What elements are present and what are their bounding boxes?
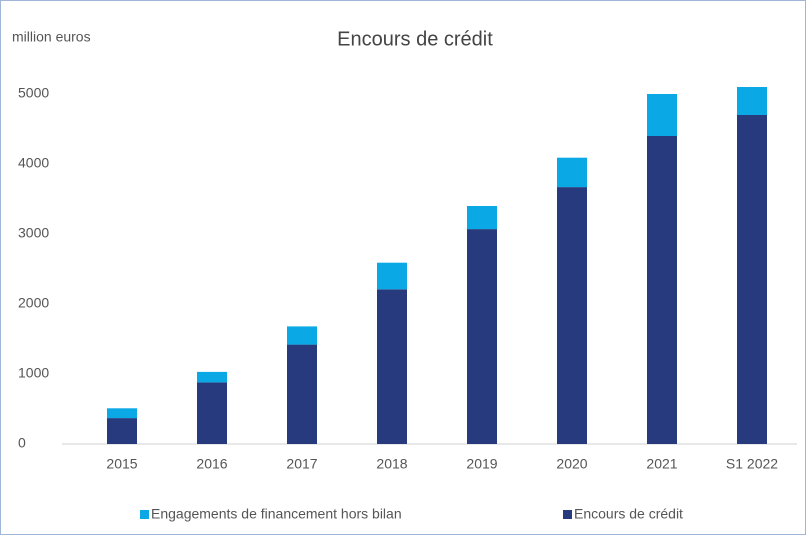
chart-title: Encours de crédit xyxy=(337,28,493,50)
y-tick-label: 0 xyxy=(18,435,26,451)
bar xyxy=(557,187,587,444)
bar xyxy=(107,408,137,419)
bar xyxy=(107,418,137,444)
x-tick-label: 2018 xyxy=(376,456,407,472)
y-tick-label: 2000 xyxy=(18,295,49,311)
y-tick-label: 1000 xyxy=(18,365,49,381)
bar xyxy=(737,87,767,115)
bar xyxy=(467,229,497,444)
legend-label: Engagements de financement hors bilan xyxy=(151,506,402,522)
legend-label: Encours de crédit xyxy=(574,506,683,522)
bar xyxy=(647,136,677,444)
legend-swatch xyxy=(140,510,149,519)
bar xyxy=(737,115,767,444)
x-tick-label: 2017 xyxy=(286,456,317,472)
y-axis-label: million euros xyxy=(12,29,91,45)
y-tick-label: 3000 xyxy=(18,225,49,241)
x-tick-label: S1 2022 xyxy=(726,456,778,472)
x-tick-label: 2016 xyxy=(196,456,227,472)
bar xyxy=(287,344,317,444)
bar xyxy=(197,371,227,383)
bar xyxy=(377,262,407,290)
bar xyxy=(377,289,407,444)
bar xyxy=(197,382,227,444)
bar xyxy=(287,326,317,345)
x-tick-label: 2015 xyxy=(106,456,137,472)
bar xyxy=(557,157,587,188)
bar xyxy=(467,206,497,230)
legend-swatch xyxy=(563,510,572,519)
x-tick-label: 2019 xyxy=(466,456,497,472)
x-tick-label: 2021 xyxy=(646,456,677,472)
x-tick-label: 2020 xyxy=(556,456,587,472)
y-tick-label: 5000 xyxy=(18,85,49,101)
y-tick-label: 4000 xyxy=(18,155,49,171)
bar xyxy=(647,94,677,136)
